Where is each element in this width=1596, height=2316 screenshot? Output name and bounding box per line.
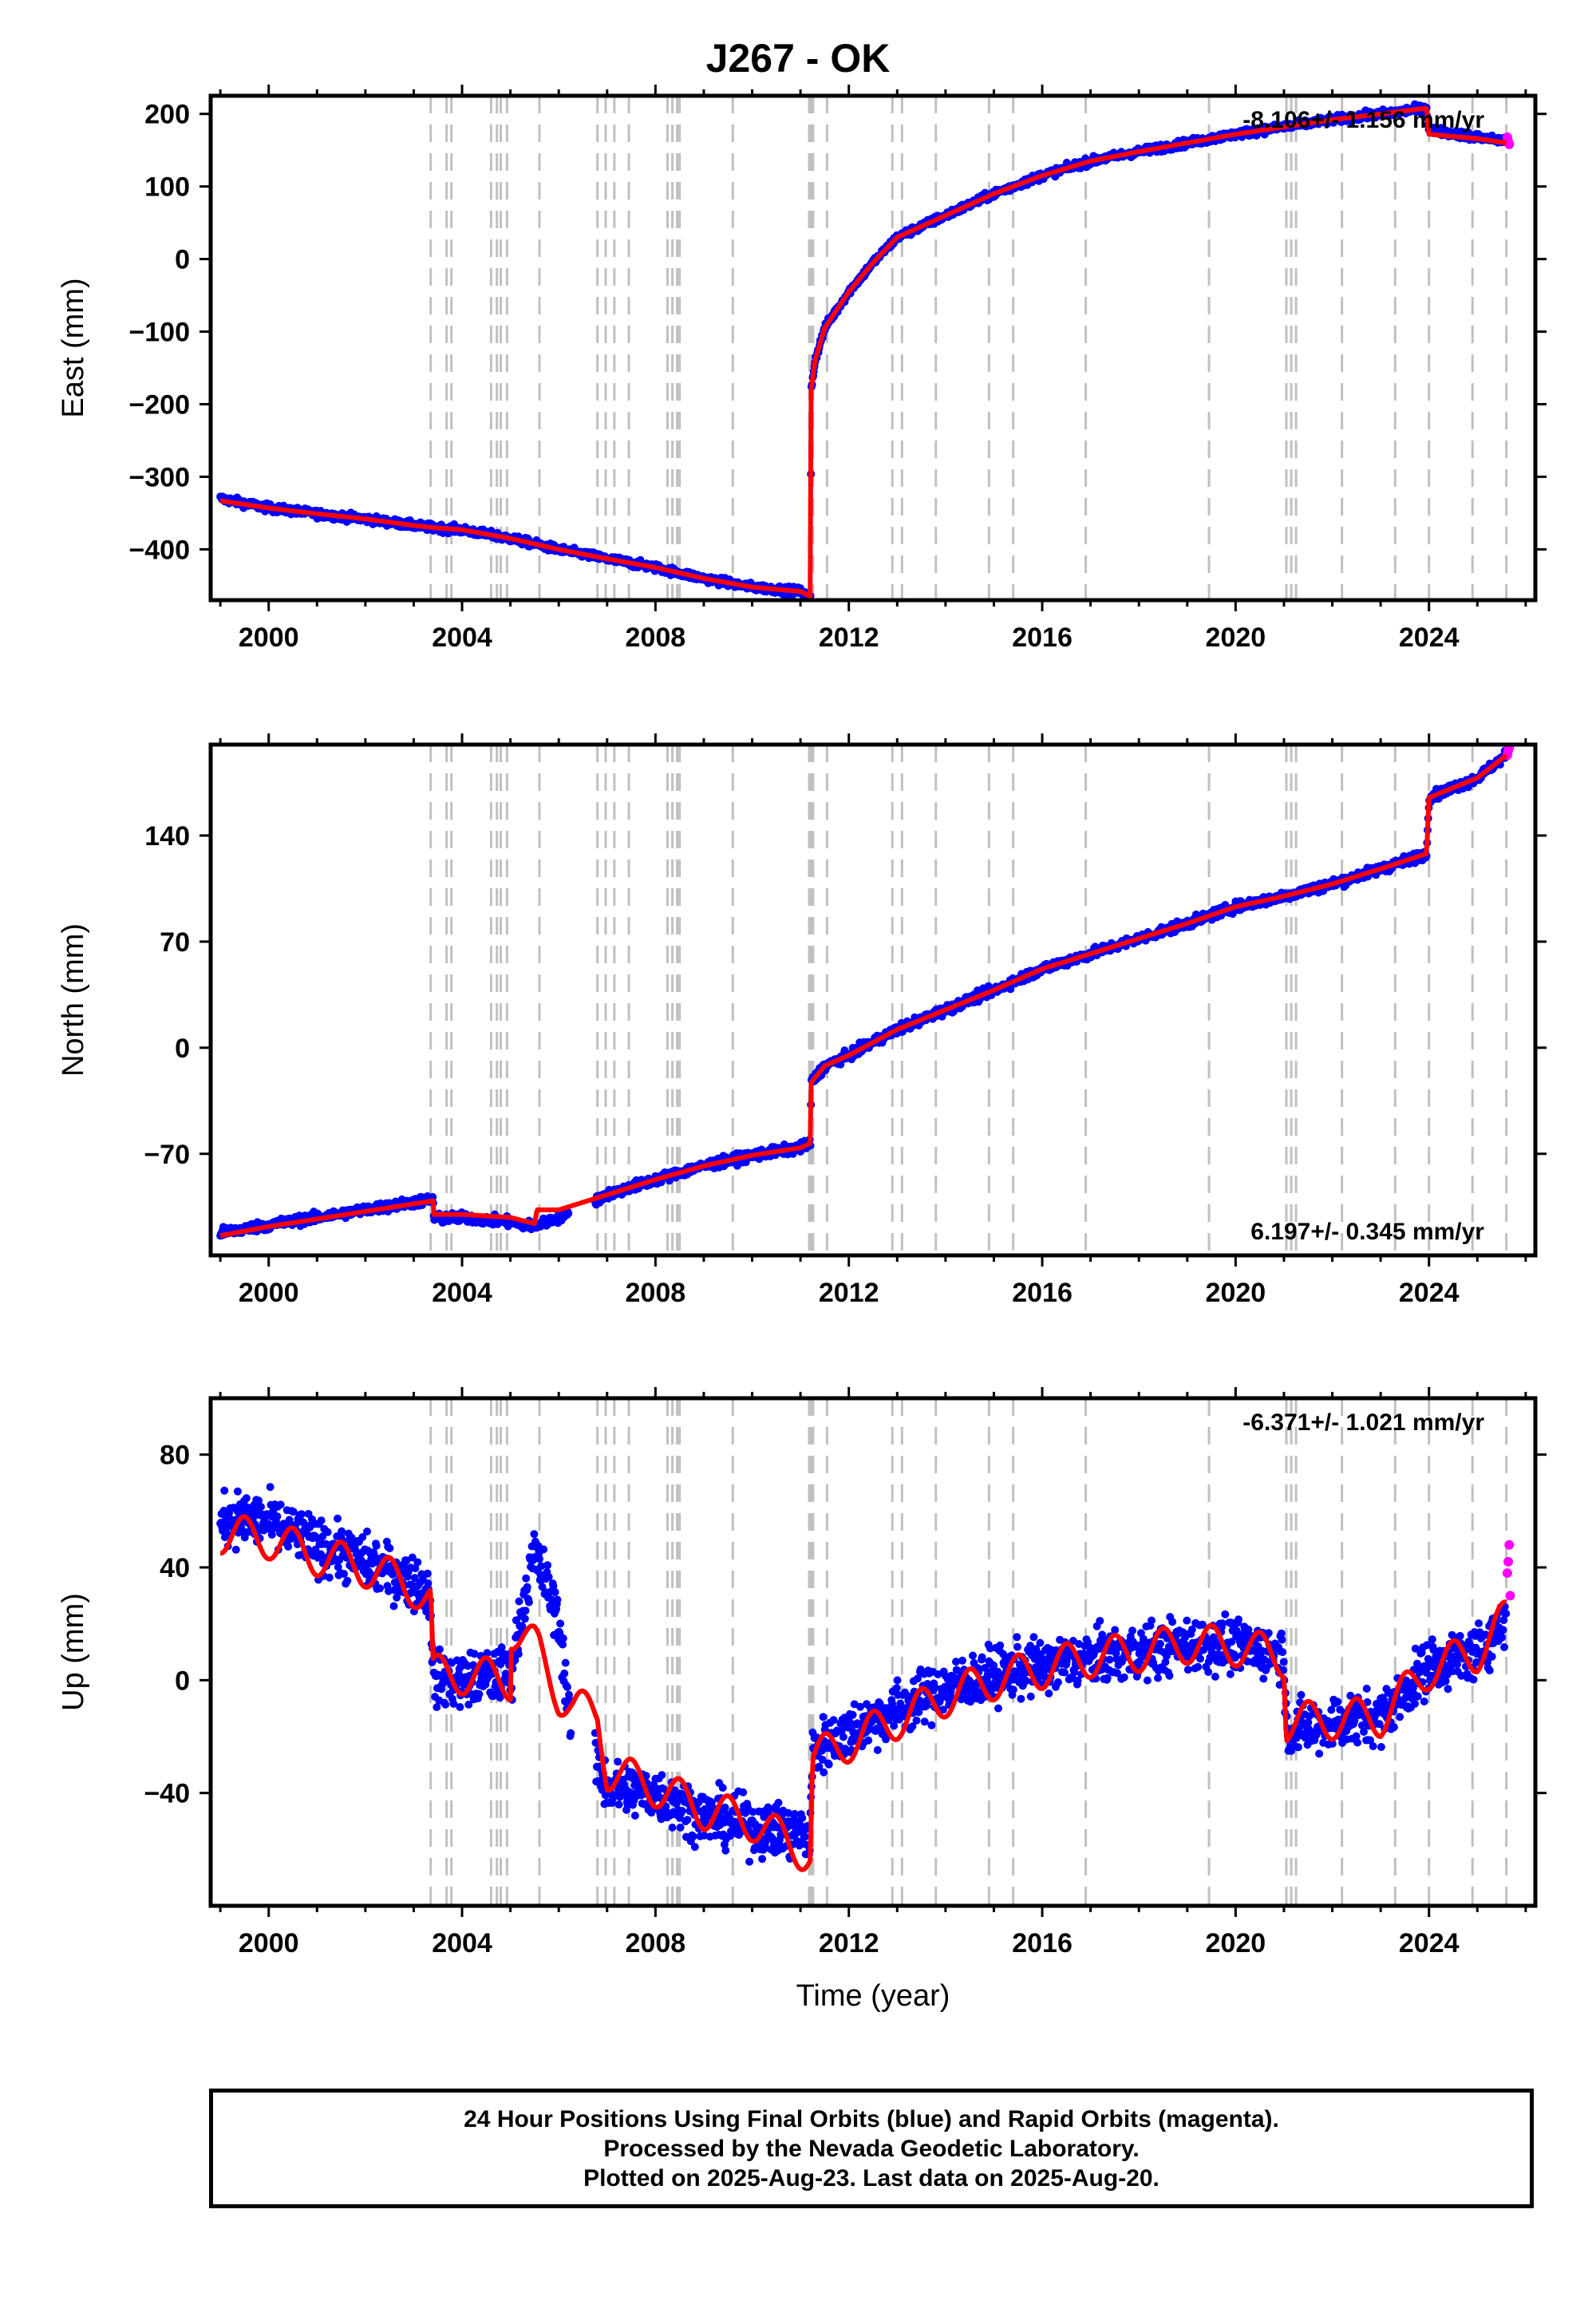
x-tick-label: 2024 <box>1399 622 1460 653</box>
rapid-orbit-point <box>1504 1539 1515 1550</box>
panel-3: 2000 2004 2008 2012 2016 2020 2024 −40 0 40 80 Up (… <box>57 1387 1547 1958</box>
rapid-orbit-point <box>1504 139 1515 149</box>
x-tick-label: 2012 <box>819 1278 879 1308</box>
x-tick-label: 2012 <box>819 622 879 653</box>
data-layer <box>216 100 1515 600</box>
x-tick-label: 2008 <box>626 1928 686 1958</box>
x-tick-label: 2004 <box>432 1928 492 1958</box>
final-orbit-points <box>216 746 1511 1240</box>
y-axis-label: North (mm) <box>57 923 90 1077</box>
y-tick-label: 80 <box>160 1441 190 1471</box>
x-axis-label: Time (year) <box>796 1979 950 2013</box>
y-tick-label: 200 <box>144 100 190 130</box>
y-tick-label: 140 <box>144 821 190 852</box>
x-tick-label: 2000 <box>239 622 299 653</box>
model-line <box>219 1514 1508 1872</box>
x-tick-label: 2020 <box>1206 1278 1266 1308</box>
x-tick-label: 2016 <box>1012 622 1073 653</box>
rapid-orbit-point <box>1503 1556 1514 1567</box>
plot-frame <box>208 93 1538 603</box>
rapid-orbit-point <box>1502 1568 1512 1579</box>
y-tick-label: 0 <box>175 245 190 275</box>
x-tick-label: 2020 <box>1206 622 1266 653</box>
rate-label: -6.371+/- 1.021 mm/yr <box>1242 1409 1484 1436</box>
y-tick-label: 100 <box>144 172 190 203</box>
x-tick-label: 2008 <box>626 622 686 653</box>
x-tick-label: 2004 <box>432 1278 492 1308</box>
y-tick-label: 40 <box>160 1553 190 1583</box>
x-tick-label: 2020 <box>1206 1928 1266 1958</box>
y-tick-label: 0 <box>175 1666 190 1696</box>
footer-box: 24 Hour Positions Using Final Orbits (bl… <box>209 2089 1534 2208</box>
x-tick-label: 2024 <box>1399 1278 1460 1308</box>
y-tick-label: −300 <box>128 462 190 492</box>
y-axis-label: Up (mm) <box>57 1593 90 1711</box>
footer-line-1: 24 Hour Positions Using Final Orbits (bl… <box>464 2105 1279 2132</box>
x-tick-label: 2012 <box>819 1928 879 1958</box>
final-orbit-points <box>216 1483 1511 1866</box>
y-tick-label: −200 <box>128 389 190 420</box>
y-axis-label: East (mm) <box>57 278 90 417</box>
y-tick-label: −40 <box>144 1779 190 1809</box>
y-tick-label: 0 <box>175 1034 190 1064</box>
y-tick-label: 70 <box>160 927 190 958</box>
data-layer <box>216 1483 1515 1872</box>
x-tick-label: 2004 <box>432 622 492 653</box>
chart-title: J267 - OK <box>705 36 891 81</box>
plot-frame <box>208 1396 1538 1908</box>
panel-2: 2000 2004 2008 2012 2016 2020 2024 −70 0 70 140 Nor… <box>57 733 1547 1308</box>
y-tick-label: −400 <box>128 535 190 565</box>
plot-frame <box>208 742 1538 1258</box>
footer-line-2: Processed by the Nevada Geodetic Laborat… <box>603 2135 1140 2162</box>
x-tick-label: 2024 <box>1399 1928 1460 1958</box>
y-tick-label: −100 <box>128 318 190 348</box>
data-layer <box>216 745 1515 1240</box>
rate-label: -8.106+/- 1.156 mm/yr <box>1242 107 1484 133</box>
x-tick-label: 2008 <box>626 1278 686 1308</box>
rapid-orbit-point <box>1505 1591 1515 1601</box>
x-tick-label: 2016 <box>1012 1278 1073 1308</box>
rate-label: 6.197+/- 0.345 mm/yr <box>1250 1219 1484 1245</box>
model-line <box>219 753 1508 1239</box>
panel-1: 2000 2004 2008 2012 2016 2020 2024−400−300−200… <box>57 85 1547 653</box>
model-line <box>219 105 1508 599</box>
x-tick-label: 2000 <box>239 1928 299 1958</box>
footer-line-3: Plotted on 2025-Aug-23. Last data on 202… <box>583 2164 1159 2192</box>
x-tick-label: 2016 <box>1012 1928 1073 1958</box>
x-tick-label: 2000 <box>239 1278 299 1308</box>
y-tick-label: −70 <box>144 1140 190 1170</box>
